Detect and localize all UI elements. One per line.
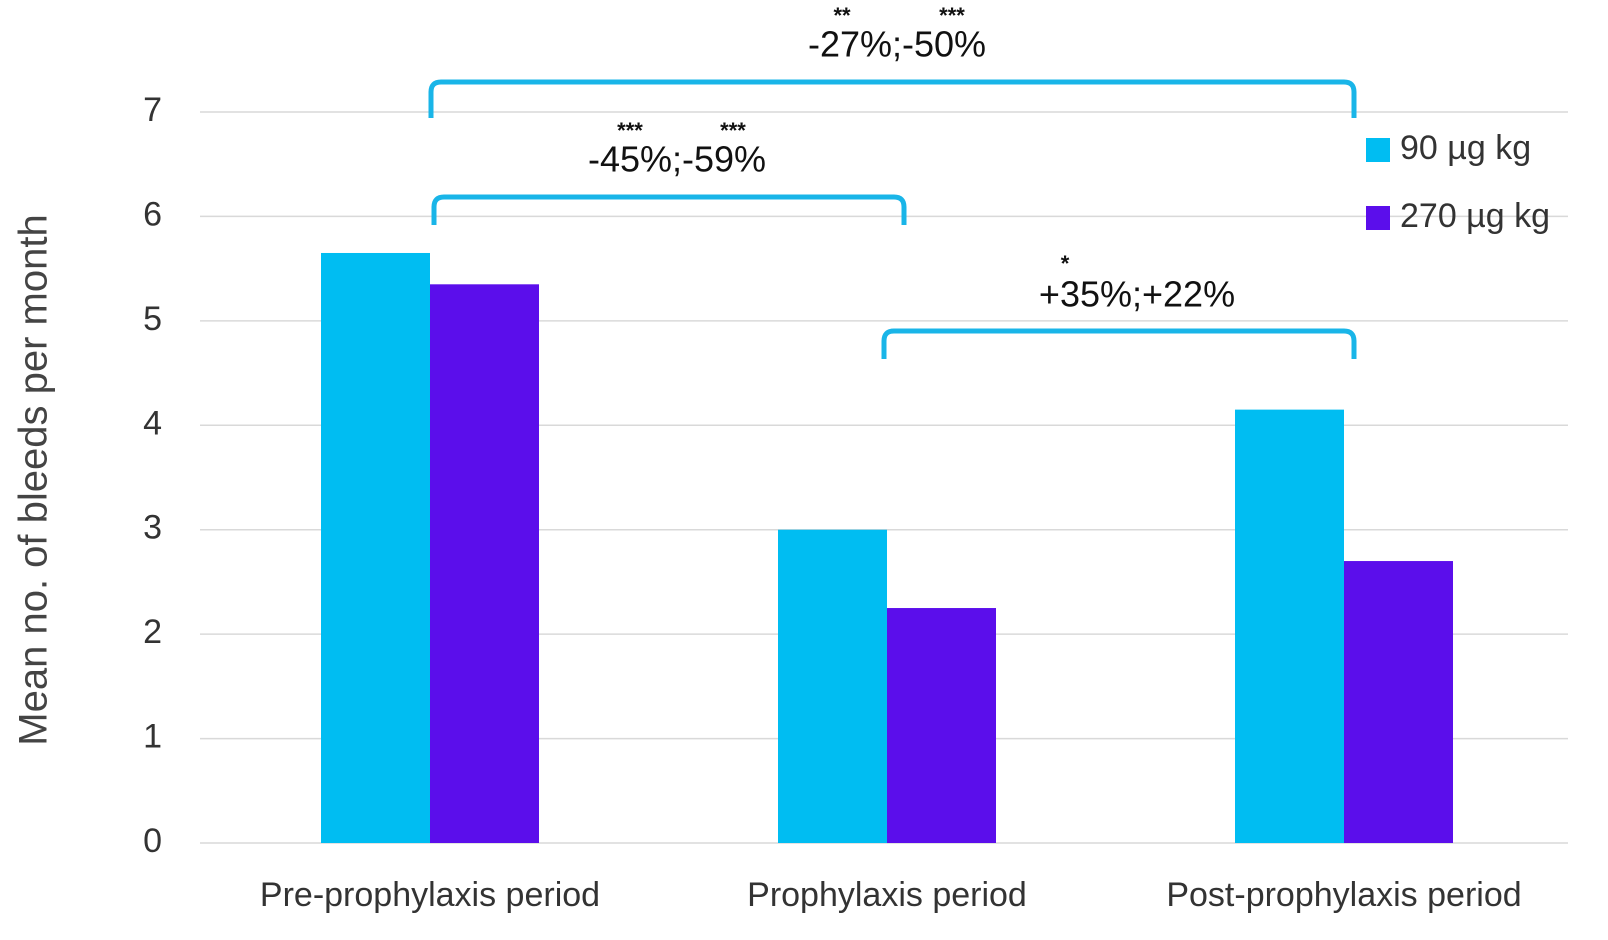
bar: [887, 608, 996, 843]
annotation: -27%;-50%: [808, 24, 986, 65]
legend-label: 270 µg kg: [1400, 197, 1550, 235]
bracket: [431, 194, 907, 225]
x-tick-label: Pre-prophylaxis period: [260, 876, 600, 914]
bar: [778, 529, 887, 843]
significance-mark: *: [1061, 251, 1070, 276]
bar: [1235, 409, 1344, 843]
bracket: [428, 79, 1357, 118]
legend-swatch: [1366, 206, 1390, 230]
significance-mark: **: [833, 3, 851, 28]
significance-mark: ***: [720, 118, 746, 143]
y-tick-label: 7: [143, 91, 162, 129]
bar: [1344, 561, 1453, 843]
legend-label: 90 µg kg: [1400, 129, 1531, 167]
y-tick-label: 4: [143, 404, 162, 442]
bar: [321, 252, 430, 843]
annotation: +35%;+22%: [1039, 274, 1235, 315]
x-tick-label: Prophylaxis period: [747, 876, 1027, 914]
bracket: [881, 328, 1357, 359]
y-tick-label: 2: [143, 613, 162, 651]
y-tick-label: 3: [143, 509, 162, 547]
y-axis-label: Mean no. of bleeds per month: [12, 214, 56, 745]
y-tick-label: 5: [143, 300, 162, 338]
y-tick-label: 0: [143, 822, 162, 860]
y-tick-label: 1: [143, 718, 162, 756]
significance-mark: ***: [939, 3, 965, 28]
significance-mark: ***: [617, 118, 643, 143]
legend-swatch: [1366, 138, 1390, 162]
annotation: -45%;-59%: [588, 139, 766, 180]
x-tick-label: Post-prophylaxis period: [1166, 876, 1521, 914]
y-tick-label: 6: [143, 195, 162, 233]
bar: [430, 284, 539, 843]
